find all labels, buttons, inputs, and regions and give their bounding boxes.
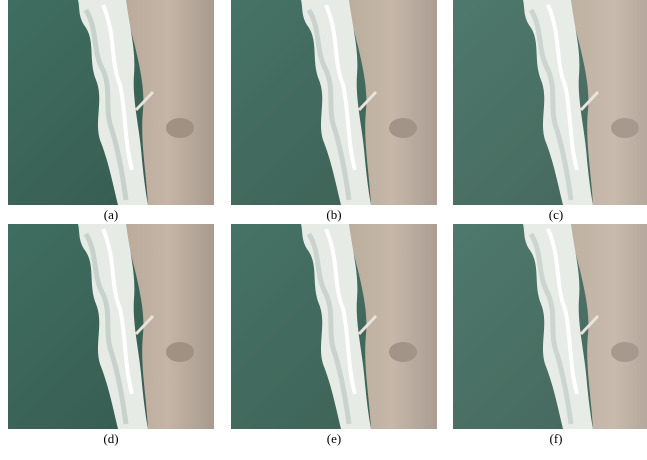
panel-label: (f) <box>550 431 563 446</box>
panel-image <box>231 0 437 205</box>
figure: (a) (b) (c) (d) (e) (f) <box>0 0 647 455</box>
panel-label: (c) <box>549 207 563 222</box>
panel-label: (d) <box>103 431 118 446</box>
panel-image <box>231 224 437 429</box>
panel-label: (b) <box>326 207 341 222</box>
panel-image <box>8 224 214 429</box>
panel-image <box>453 0 647 205</box>
panel-image <box>453 224 647 429</box>
panel-image <box>8 0 214 205</box>
panel-label: (e) <box>327 431 341 446</box>
panel-label: (a) <box>104 207 118 222</box>
panel-grid: (a) (b) (c) (d) (e) (f) <box>8 0 647 446</box>
